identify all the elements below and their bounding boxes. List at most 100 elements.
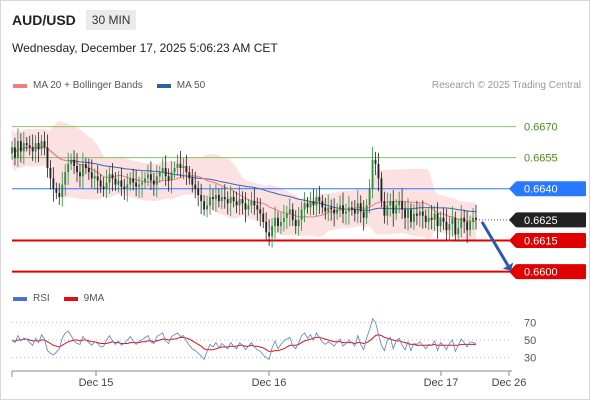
candle-body bbox=[268, 232, 271, 237]
candle-body bbox=[318, 197, 321, 202]
candle-body bbox=[55, 188, 58, 193]
level-label-4: 0.6615 bbox=[524, 236, 558, 248]
candle-body bbox=[271, 226, 273, 237]
candle-body bbox=[203, 201, 206, 210]
candle-body bbox=[265, 221, 268, 233]
candle-body bbox=[247, 205, 250, 210]
candle-body bbox=[294, 219, 297, 227]
credit-label: Research © 2025 Trading Central bbox=[431, 80, 581, 91]
candle-body bbox=[37, 143, 40, 150]
candle-body bbox=[288, 209, 291, 214]
candle-body bbox=[277, 217, 279, 227]
candle-body bbox=[144, 178, 146, 183]
candle-body bbox=[306, 203, 309, 208]
candle-body bbox=[250, 201, 253, 206]
candle-body bbox=[217, 194, 220, 202]
candle-body bbox=[241, 199, 244, 204]
candle-body bbox=[460, 217, 463, 229]
x-tick-label: Dec 15 bbox=[79, 377, 114, 389]
candle-body bbox=[197, 188, 200, 195]
candle-body bbox=[380, 178, 383, 202]
candle-body bbox=[138, 184, 140, 187]
level-box-3 bbox=[516, 212, 586, 228]
candle-body bbox=[76, 165, 78, 173]
candle-body bbox=[421, 211, 424, 216]
candle-body bbox=[377, 163, 380, 179]
candle-body bbox=[206, 205, 208, 210]
candle-body bbox=[398, 201, 401, 206]
candle-body bbox=[321, 201, 324, 208]
candle-body bbox=[395, 205, 398, 214]
candle-body bbox=[129, 178, 132, 185]
candle-body bbox=[194, 184, 197, 189]
level-box-5 bbox=[516, 264, 586, 280]
level-box-2 bbox=[516, 181, 586, 197]
candle-body bbox=[120, 180, 123, 187]
projection-arrow-shaft bbox=[480, 221, 510, 267]
level-label-0: 0.6670 bbox=[524, 122, 558, 134]
legend-label-rsi: RSI bbox=[33, 293, 50, 304]
candle-body bbox=[466, 221, 469, 231]
candle-body bbox=[40, 141, 43, 150]
candle-body bbox=[336, 209, 339, 214]
candle-body bbox=[215, 194, 217, 200]
legend-swatch-9ma bbox=[63, 296, 78, 301]
rsi-tick-label: 30 bbox=[524, 353, 536, 365]
candle-body bbox=[16, 141, 19, 158]
candle-body bbox=[448, 223, 451, 231]
x-tick-label: Dec 26 bbox=[492, 377, 527, 389]
chart-header: AUD/USD 30 MIN bbox=[12, 9, 137, 31]
candle-body bbox=[427, 217, 430, 222]
candle-body bbox=[401, 201, 404, 210]
candle-body bbox=[31, 147, 34, 152]
rsi-ma-line bbox=[12, 334, 476, 352]
candle-body bbox=[282, 217, 285, 222]
candle-body bbox=[164, 168, 167, 177]
candle-body bbox=[170, 172, 173, 181]
candle-body bbox=[212, 197, 214, 200]
candle-body bbox=[280, 221, 282, 227]
candle-body bbox=[84, 163, 87, 169]
candle-body bbox=[141, 182, 143, 185]
projection-arrow-head bbox=[502, 262, 514, 271]
candle-body bbox=[365, 205, 368, 218]
candle-body bbox=[79, 172, 81, 177]
candle-body bbox=[327, 207, 330, 212]
candle-body bbox=[309, 201, 312, 208]
price-legend: MA 20 + Bollinger Bands MA 50 bbox=[13, 80, 219, 91]
candles bbox=[11, 128, 477, 248]
candle-body bbox=[374, 159, 377, 164]
candle-body bbox=[350, 207, 353, 210]
candle-body bbox=[22, 143, 25, 152]
candle-body bbox=[259, 209, 262, 214]
candle-body bbox=[274, 217, 276, 227]
candle-body bbox=[253, 201, 256, 206]
candle-body bbox=[315, 197, 318, 206]
candle-body bbox=[34, 143, 37, 152]
level-box-pointer-5 bbox=[509, 264, 516, 280]
candle-body bbox=[291, 209, 294, 220]
level-box-pointer-2 bbox=[509, 181, 516, 197]
candle-body bbox=[82, 163, 84, 177]
candle-body bbox=[333, 209, 336, 214]
level-label-2: 0.6640 bbox=[524, 184, 558, 196]
candle-body bbox=[415, 213, 418, 216]
candle-body bbox=[342, 205, 344, 214]
candle-body bbox=[303, 203, 306, 210]
symbol-title: AUD/USD bbox=[12, 12, 76, 28]
candle-body bbox=[176, 163, 179, 169]
candle-body bbox=[123, 186, 126, 189]
candle-body bbox=[67, 163, 70, 173]
level-box-pointer-4 bbox=[509, 233, 516, 249]
candle-body bbox=[339, 205, 341, 210]
candle-body bbox=[256, 205, 259, 210]
candle-body bbox=[188, 172, 191, 179]
candle-body bbox=[191, 178, 194, 185]
timeframe-badge[interactable]: 30 MIN bbox=[85, 10, 137, 30]
candle-body bbox=[52, 178, 55, 189]
candle-body bbox=[418, 211, 421, 216]
legend-label-9ma: 9MA bbox=[83, 293, 105, 304]
bollinger-band bbox=[12, 121, 476, 241]
candle-body bbox=[229, 197, 232, 204]
